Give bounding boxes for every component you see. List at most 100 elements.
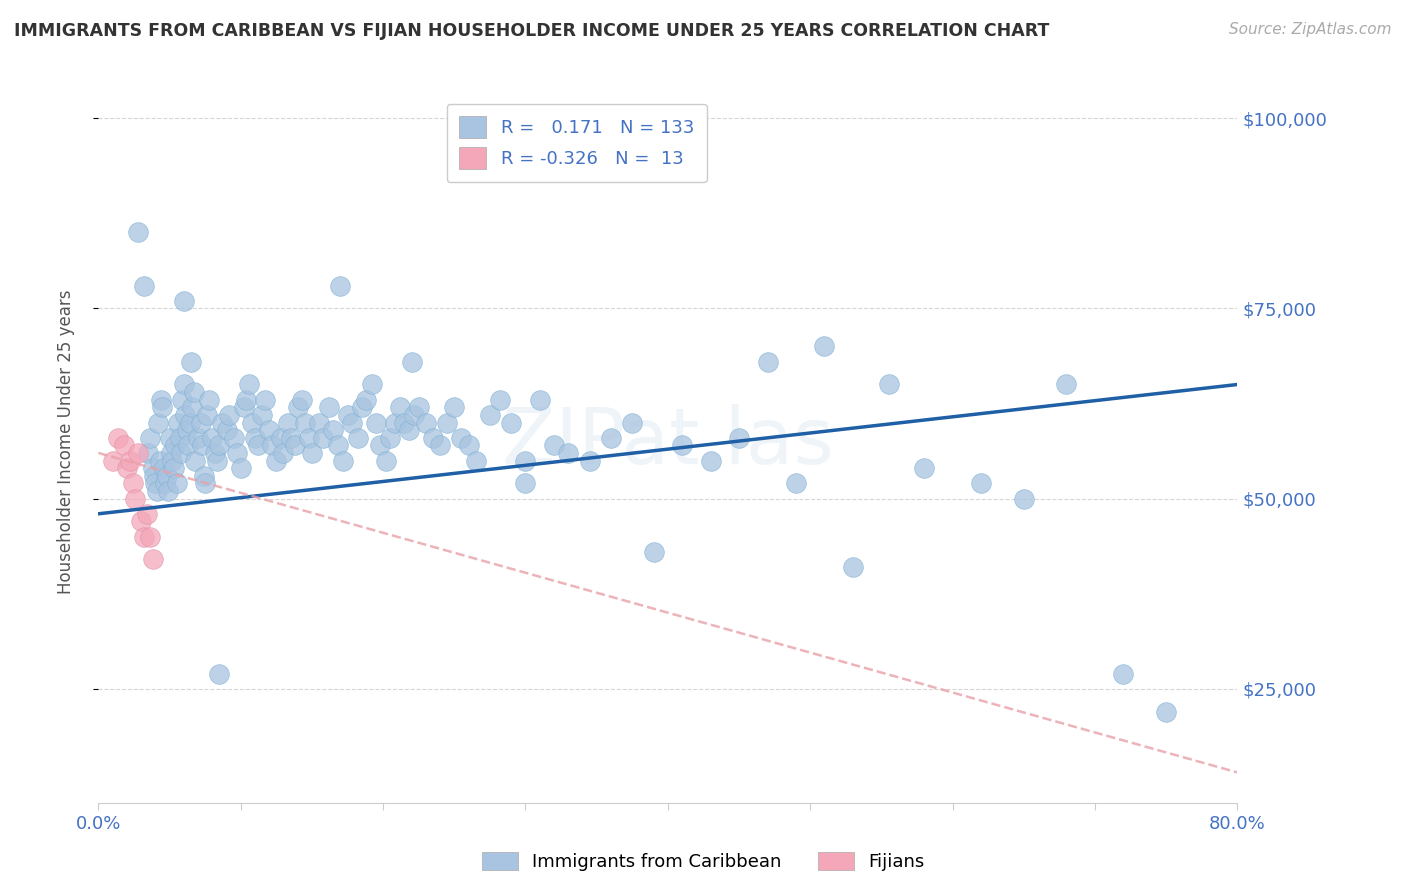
Point bbox=[970, 476, 993, 491]
Point bbox=[156, 468, 179, 483]
Point bbox=[443, 401, 465, 415]
Point bbox=[877, 377, 900, 392]
Point bbox=[124, 491, 146, 506]
Point bbox=[138, 530, 160, 544]
Point bbox=[368, 438, 391, 452]
Point bbox=[756, 354, 779, 368]
Point bbox=[240, 416, 263, 430]
Point bbox=[1154, 705, 1177, 719]
Point bbox=[204, 446, 226, 460]
Point bbox=[148, 416, 170, 430]
Point bbox=[557, 446, 579, 460]
Point bbox=[1056, 377, 1078, 392]
Point bbox=[478, 408, 501, 422]
Point bbox=[181, 401, 204, 415]
Point bbox=[129, 515, 152, 529]
Point bbox=[142, 468, 165, 483]
Point bbox=[232, 401, 254, 415]
Point bbox=[160, 446, 183, 460]
Point bbox=[172, 392, 194, 407]
Point bbox=[201, 431, 224, 445]
Point bbox=[187, 431, 209, 445]
Point bbox=[259, 423, 281, 437]
Point bbox=[135, 507, 157, 521]
Point bbox=[215, 423, 238, 437]
Point bbox=[457, 438, 479, 452]
Point bbox=[329, 278, 352, 293]
Point bbox=[191, 438, 214, 452]
Point bbox=[375, 453, 398, 467]
Legend: R =   0.171   N = 133, R = -0.326   N =  13: R = 0.171 N = 133, R = -0.326 N = 13 bbox=[447, 103, 707, 182]
Point bbox=[184, 453, 207, 467]
Point bbox=[193, 468, 215, 483]
Point bbox=[671, 438, 693, 452]
Point bbox=[842, 560, 865, 574]
Point bbox=[277, 416, 299, 430]
Point bbox=[107, 431, 129, 445]
Legend: Immigrants from Caribbean, Fijians: Immigrants from Caribbean, Fijians bbox=[474, 845, 932, 879]
Point bbox=[312, 431, 335, 445]
Point bbox=[136, 446, 159, 460]
Point bbox=[153, 461, 176, 475]
Point bbox=[163, 461, 186, 475]
Point bbox=[218, 408, 240, 422]
Point bbox=[621, 416, 644, 430]
Point bbox=[529, 392, 551, 407]
Point bbox=[198, 392, 221, 407]
Point bbox=[132, 278, 155, 293]
Point bbox=[318, 401, 340, 415]
Point bbox=[222, 431, 245, 445]
Point bbox=[398, 423, 420, 437]
Point bbox=[174, 408, 197, 422]
Point bbox=[155, 476, 177, 491]
Point bbox=[243, 431, 266, 445]
Point bbox=[115, 461, 138, 475]
Point bbox=[436, 416, 458, 430]
Point bbox=[149, 453, 172, 467]
Point bbox=[284, 438, 307, 452]
Point bbox=[346, 431, 368, 445]
Point bbox=[364, 416, 387, 430]
Point bbox=[270, 431, 292, 445]
Point bbox=[404, 408, 426, 422]
Point bbox=[141, 552, 163, 566]
Point bbox=[360, 377, 382, 392]
Point bbox=[578, 453, 600, 467]
Point bbox=[273, 446, 295, 460]
Point bbox=[176, 423, 198, 437]
Point bbox=[127, 226, 149, 240]
Point bbox=[121, 476, 143, 491]
Point bbox=[208, 438, 231, 452]
Point bbox=[326, 438, 349, 452]
Point bbox=[166, 476, 188, 491]
Point bbox=[177, 438, 200, 452]
Point bbox=[298, 431, 321, 445]
Point bbox=[322, 423, 344, 437]
Point bbox=[336, 408, 359, 422]
Point bbox=[350, 401, 373, 415]
Point bbox=[146, 483, 169, 498]
Point bbox=[332, 453, 354, 467]
Point bbox=[195, 408, 218, 422]
Point bbox=[291, 392, 314, 407]
Point bbox=[515, 476, 537, 491]
Point bbox=[173, 377, 195, 392]
Point bbox=[429, 438, 451, 452]
Point bbox=[813, 339, 835, 353]
Point bbox=[157, 483, 180, 498]
Point bbox=[415, 416, 437, 430]
Point bbox=[728, 431, 751, 445]
Point bbox=[165, 438, 187, 452]
Point bbox=[208, 666, 231, 681]
Point bbox=[132, 530, 155, 544]
Point bbox=[543, 438, 565, 452]
Point bbox=[699, 453, 721, 467]
Point bbox=[246, 438, 269, 452]
Point bbox=[225, 446, 247, 460]
Point bbox=[253, 392, 276, 407]
Point bbox=[112, 438, 135, 452]
Point bbox=[262, 438, 284, 452]
Point bbox=[600, 431, 623, 445]
Point bbox=[643, 545, 665, 559]
Point bbox=[380, 431, 402, 445]
